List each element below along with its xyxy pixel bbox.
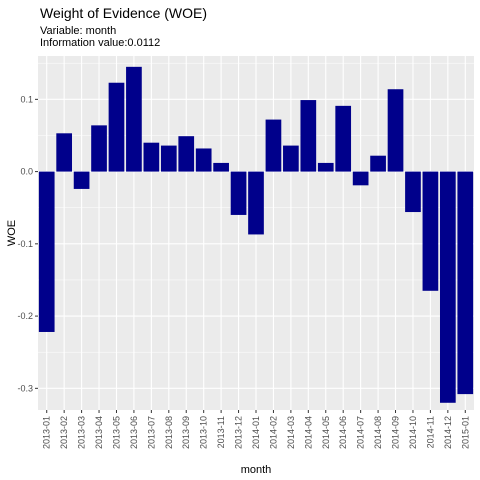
bars-group [38,66,474,403]
x-tick-label: 2014-09 [391,416,401,449]
y-tick-label: -0.3 [17,383,33,393]
bar-2014-04 [300,100,317,172]
x-tick-label: 2013-02 [59,416,69,449]
bar-2014-11 [422,171,439,291]
bar-2014-12 [439,171,456,403]
x-tick-label: 2013-12 [234,416,244,449]
bar-2013-05 [108,82,125,172]
bar-2014-10 [405,171,421,213]
bar-2013-10 [195,148,212,172]
x-tick-label: 2014-02 [268,416,278,449]
bar-2013-03 [73,171,90,189]
bar-2014-05 [317,162,334,172]
x-tick-label: 2014-06 [338,416,348,449]
chart-subtitle-information-value: Information value:0.0112 [40,37,160,49]
bar-2014-02 [265,119,282,172]
x-tick-label: 2013-10 [199,416,209,449]
x-tick-label: 2014-05 [321,416,331,449]
x-tick-label: 2014-12 [443,416,453,449]
bar-2013-06 [126,66,142,172]
chart-subtitle-variable: Variable: month [40,25,116,37]
bar-2013-08 [160,145,177,172]
chart-title: Weight of Evidence (WOE) [40,5,207,21]
bar-2013-07 [143,142,160,172]
bar-2013-04 [91,125,107,172]
x-tick-label: 2014-03 [286,416,296,449]
y-axis-ticks: 0.1 0.0 -0.1 -0.2 -0.3 [17,94,38,393]
x-tick-label: 2014-11 [425,416,435,448]
x-tick-label: 2013-11 [216,416,226,448]
x-tick-label: 2013-07 [146,416,156,449]
y-tick-label: -0.2 [17,311,33,321]
x-tick-label: 2013-09 [181,416,191,449]
bar-2015-01 [457,171,474,395]
y-tick-label: 0.0 [20,167,33,177]
bar-2013-02 [56,133,73,172]
x-tick-label: 2013-08 [164,416,174,449]
x-axis-title: month [241,464,272,476]
bar-2014-09 [387,89,404,172]
bar-2013-11 [213,162,229,172]
bar-2013-01 [38,171,55,332]
x-tick-label: 2013-01 [42,416,52,449]
x-tick-label: 2014-08 [373,416,383,449]
y-tick-label: -0.1 [17,239,33,249]
x-tick-label: 2014-07 [356,416,366,449]
x-axis-ticks: 2013-01 2013-02 2013-03 2013-04 2013-05 2013-… [42,410,470,449]
bar-2013-09 [178,136,195,172]
x-tick-label: 2014-04 [303,416,313,449]
y-axis-title: WOE [6,220,18,246]
bar-2014-06 [335,105,352,172]
x-tick-label: 2014-01 [251,416,261,449]
x-tick-label: 2014-10 [408,416,418,449]
bar-2014-08 [370,155,386,172]
bar-2014-01 [248,171,264,235]
bar-2014-07 [352,171,369,186]
bar-2013-12 [230,171,247,215]
x-tick-label: 2013-04 [94,416,104,449]
x-tick-label: 2013-05 [111,416,121,449]
y-tick-label: 0.1 [20,94,33,104]
x-tick-label: 2013-03 [77,416,87,449]
x-tick-label: 2013-06 [129,416,139,449]
x-tick-label: 2015-01 [460,416,470,449]
bar-2014-03 [283,145,299,172]
